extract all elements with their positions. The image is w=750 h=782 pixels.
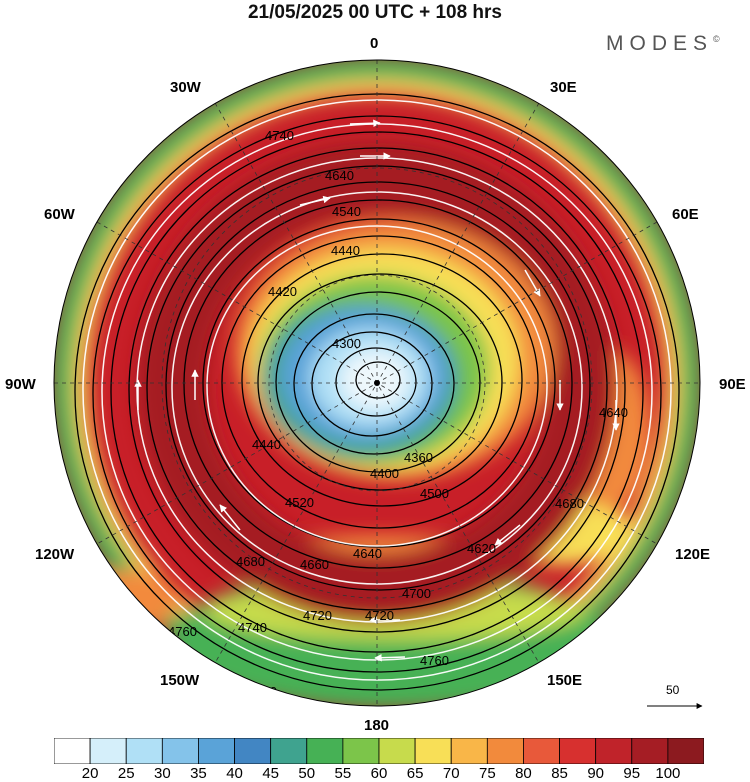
svg-text:4740: 4740 — [238, 620, 267, 635]
colorbar-tick-label: 40 — [226, 765, 243, 782]
svg-text:4620: 4620 — [467, 541, 496, 556]
colorbar-swatch — [414, 738, 452, 764]
colorbar-tick-label: 20 — [81, 765, 99, 782]
colorbar-swatch — [667, 738, 704, 764]
svg-text:4760: 4760 — [168, 624, 197, 639]
lon-label-0: 0 — [370, 35, 379, 52]
wind-speed-field: 4300 4360 4420 4440 4540 4640 4740 4680 … — [54, 60, 700, 706]
svg-text:4420: 4420 — [268, 284, 297, 299]
colorbar-tick-label: 80 — [515, 765, 532, 782]
lon-label-120w: 120W — [35, 546, 75, 563]
colorbar-tick-label: 65 — [406, 765, 424, 782]
colorbar-tick-label: 35 — [190, 765, 207, 782]
svg-text:4700: 4700 — [402, 586, 431, 601]
colorbar-tick-label: 95 — [623, 765, 641, 782]
lon-label-120e: 120E — [675, 546, 711, 563]
lon-label-150e: 150E — [547, 672, 583, 689]
colorbar-tick-label: 90 — [587, 765, 604, 782]
colorbar-swatch — [378, 738, 416, 764]
svg-text:4400: 4400 — [370, 466, 399, 481]
colorbar-tick-label: 70 — [442, 765, 460, 782]
reference-vector-label: 50 — [666, 683, 680, 697]
colorbar-swatch — [54, 738, 91, 764]
colorbar-tick-label: 75 — [478, 765, 496, 782]
svg-text:4720: 4720 — [365, 608, 394, 623]
lon-label-90e: 90E — [719, 376, 746, 393]
colorbar — [54, 738, 704, 764]
lon-label-180: 180 — [364, 717, 390, 734]
svg-text:4520: 4520 — [285, 495, 314, 510]
svg-text:4680: 4680 — [555, 496, 584, 511]
brand-mark: © — [713, 34, 720, 44]
svg-text:4440: 4440 — [331, 243, 360, 258]
svg-text:4640: 4640 — [325, 168, 354, 183]
colorbar-swatch — [486, 738, 524, 764]
colorbar-tick-label: 100 — [655, 765, 681, 782]
colorbar-swatch — [306, 738, 344, 764]
svg-text:4640: 4640 — [599, 405, 628, 420]
colorbar-tick-label: 45 — [262, 765, 279, 782]
svg-text:4660: 4660 — [300, 557, 329, 572]
svg-text:4740: 4740 — [265, 128, 294, 143]
colorbar-swatch — [89, 738, 127, 764]
lon-label-60e: 60E — [672, 206, 699, 223]
svg-text:4360: 4360 — [404, 450, 433, 465]
colorbar-swatch — [198, 738, 235, 764]
svg-text:4500: 4500 — [420, 486, 449, 501]
brand-name: MODES — [606, 32, 714, 55]
colorbar-tick-label: 55 — [334, 765, 352, 782]
brand-logo: MODES© — [606, 32, 720, 56]
colorbar-tick-label: 30 — [153, 765, 171, 782]
colorbar-tick-label: 60 — [370, 765, 388, 782]
svg-text:4300: 4300 — [332, 336, 361, 351]
colorbar-tick-label: 85 — [551, 765, 568, 782]
lon-label-150w: 150W — [160, 672, 200, 689]
svg-text:4720: 4720 — [303, 608, 332, 623]
colorbar-swatch — [234, 738, 272, 764]
svg-text:4680: 4680 — [236, 554, 265, 569]
colorbar-swatch — [559, 738, 597, 764]
lon-label-60w: 60W — [44, 206, 75, 223]
svg-text:4760: 4760 — [420, 653, 449, 668]
colorbar-swatch — [270, 738, 308, 764]
colorbar-swatch — [631, 738, 669, 764]
map-title: 21/05/2025 00 UTC + 108 hrs — [247, 2, 503, 23]
lon-label-90w: 90W — [5, 376, 36, 393]
svg-text:4440: 4440 — [252, 437, 281, 452]
lon-label-30w: 30W — [170, 79, 201, 96]
colorbar-swatch — [342, 738, 380, 764]
lon-label-30e: 30E — [550, 79, 577, 96]
colorbar-swatch — [125, 738, 163, 764]
colorbar-swatch — [161, 738, 199, 764]
colorbar-swatch — [595, 738, 633, 764]
svg-text:4780: 4780 — [248, 684, 277, 699]
svg-text:4640: 4640 — [353, 546, 382, 561]
colorbar-swatch — [523, 738, 560, 764]
colorbar-tick-label: 50 — [298, 765, 316, 782]
colorbar-swatch — [450, 738, 488, 764]
colorbar-tick-label: 25 — [117, 765, 135, 782]
svg-text:4540: 4540 — [332, 204, 361, 219]
